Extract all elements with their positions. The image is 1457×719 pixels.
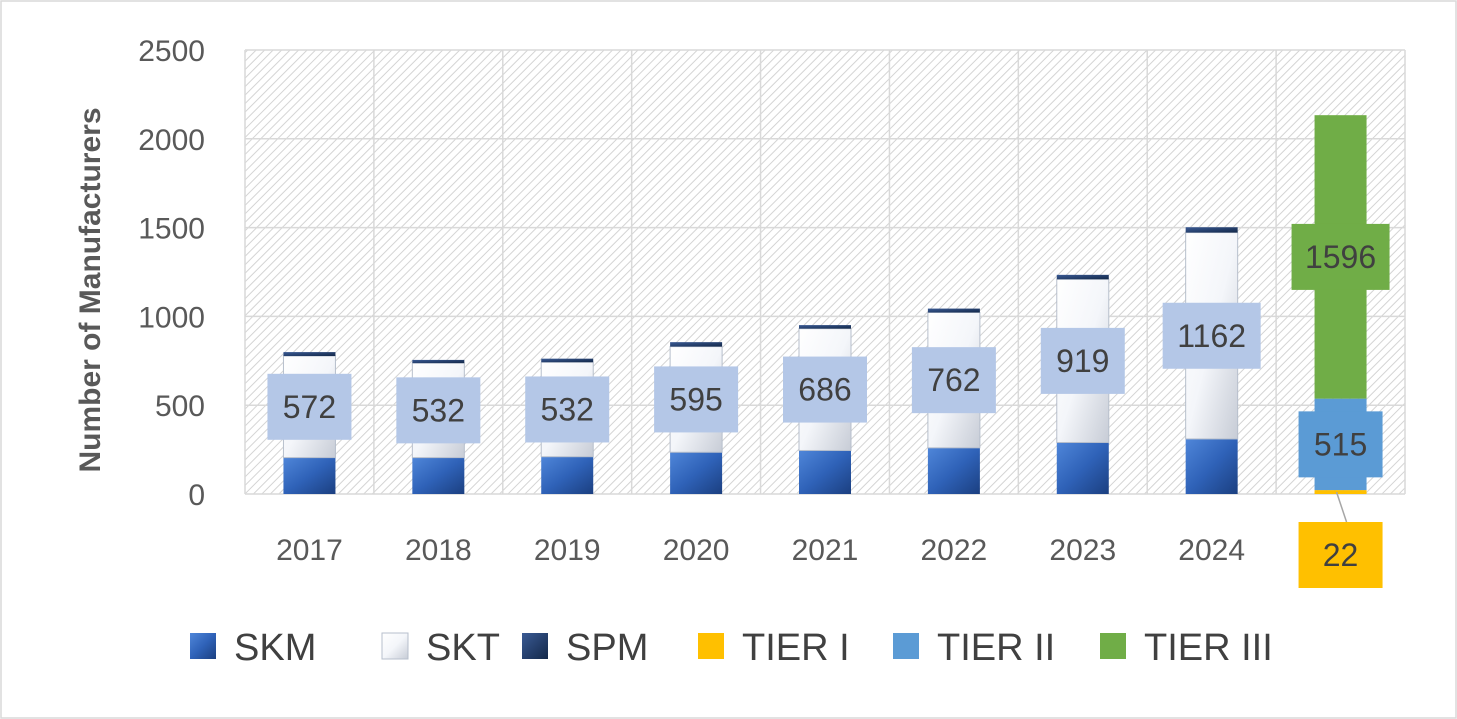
bar-segment-skm (1185, 438, 1238, 494)
legend-swatch (190, 633, 216, 659)
data-label: 22 (1323, 537, 1359, 573)
bar-segment-skm (283, 457, 336, 494)
bar-segment-tier-i (1314, 490, 1367, 494)
bar-segment-skm (541, 456, 594, 494)
legend-label: TIER I (742, 627, 850, 669)
bar-segment-spm (541, 358, 594, 363)
data-labels: 572 532 532 595 686 762 919 1162 1596 515 22 (267, 223, 1390, 588)
legend-label: SPM (566, 627, 648, 669)
legend-label: SKM (234, 627, 316, 669)
bar-segment-spm (412, 359, 465, 364)
data-label-box (1298, 411, 1383, 478)
bar-segment-spm (670, 342, 723, 347)
y-tick-label: 2500 (138, 35, 205, 68)
x-tick-label: 2019 (534, 534, 601, 567)
data-label-box (267, 373, 352, 440)
bar-segment-spm (1056, 274, 1109, 280)
y-tick-label: 1000 (138, 301, 205, 334)
data-label: 762 (927, 362, 980, 398)
bar-segment-spm (927, 308, 980, 313)
bar-segment-spm (799, 325, 851, 329)
data-label-box (654, 366, 739, 433)
x-tick-label: 2021 (792, 534, 859, 567)
bar-segment-skm (670, 452, 723, 494)
data-label-box (783, 356, 867, 423)
legend-label: SKT (426, 627, 500, 669)
bar-segment-skm (927, 447, 980, 494)
data-label: 919 (1056, 343, 1109, 379)
y-axis-title: Number of Manufacturers (74, 107, 107, 472)
bar-segment-spm (1185, 227, 1238, 233)
data-label-box (1162, 302, 1261, 369)
legend-swatch (893, 633, 919, 659)
data-label-box (525, 376, 610, 443)
x-tick-label: 2020 (663, 534, 730, 567)
x-axis-ticks: 2017 2018 2019 2020 2021 2022 2023 2024 (276, 534, 1245, 567)
data-label: 532 (412, 392, 465, 428)
y-tick-label: 1500 (138, 213, 205, 246)
data-label-box (396, 377, 481, 444)
data-label-box (1298, 522, 1383, 588)
x-tick-label: 2018 (405, 534, 472, 567)
y-tick-label: 2000 (138, 124, 205, 157)
data-label-box (911, 347, 996, 414)
bar-segment-skm (412, 457, 465, 494)
legend-swatch (381, 632, 409, 660)
legend-label: TIER II (937, 627, 1055, 669)
data-label: 686 (798, 372, 851, 408)
legend-swatch (1100, 633, 1126, 659)
y-tick-label: 500 (155, 390, 205, 423)
data-label: 595 (669, 381, 722, 417)
data-label: 532 (541, 391, 594, 427)
bar-segment-spm (283, 352, 336, 357)
bar-segment-skm (799, 450, 851, 494)
legend: SKM SKT SPM TIER I TIER II TIER III (190, 627, 1273, 669)
legend-swatch (522, 633, 548, 659)
x-tick-label: 2023 (1049, 534, 1116, 567)
x-tick-label: 2024 (1178, 534, 1245, 567)
data-label: 515 (1314, 426, 1367, 462)
y-axis-ticks: 0 500 1000 1500 2000 2500 (138, 35, 205, 512)
legend-swatch (698, 633, 724, 659)
data-label: 1162 (1177, 318, 1246, 354)
data-label: 572 (283, 389, 336, 425)
data-label-box (1291, 223, 1390, 290)
bar-segment-skm (1056, 442, 1109, 494)
y-tick-label: 0 (188, 479, 205, 512)
legend-label: TIER III (1144, 627, 1273, 669)
x-tick-label: 2017 (276, 534, 343, 567)
data-label: 1596 (1305, 239, 1376, 275)
data-label-box (1040, 327, 1125, 394)
callout-leader-line (1335, 491, 1348, 523)
x-tick-label: 2022 (921, 534, 988, 567)
